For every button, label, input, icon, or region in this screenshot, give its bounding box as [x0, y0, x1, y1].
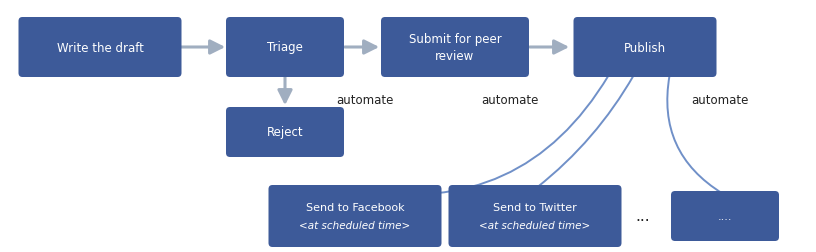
Text: ....: .... [718, 211, 732, 221]
Text: review: review [436, 50, 475, 63]
FancyBboxPatch shape [381, 18, 529, 78]
Text: Send to Facebook: Send to Facebook [306, 202, 404, 212]
Text: ...: ... [636, 209, 650, 224]
FancyBboxPatch shape [268, 185, 441, 247]
Text: <at scheduled time>: <at scheduled time> [479, 220, 591, 230]
Text: Send to Twitter: Send to Twitter [493, 202, 577, 212]
Text: automate: automate [336, 94, 393, 107]
Text: automate: automate [481, 94, 539, 107]
Text: Publish: Publish [624, 41, 666, 54]
FancyBboxPatch shape [226, 18, 344, 78]
Text: Reject: Reject [267, 126, 304, 139]
FancyBboxPatch shape [226, 108, 344, 158]
Text: Write the draft: Write the draft [56, 41, 144, 54]
Text: Submit for peer: Submit for peer [409, 32, 501, 45]
Text: Triage: Triage [267, 41, 303, 54]
Text: <at scheduled time>: <at scheduled time> [299, 220, 410, 230]
FancyBboxPatch shape [574, 18, 716, 78]
Text: automate: automate [691, 94, 749, 107]
FancyBboxPatch shape [449, 185, 622, 247]
FancyBboxPatch shape [19, 18, 181, 78]
FancyBboxPatch shape [671, 191, 779, 241]
